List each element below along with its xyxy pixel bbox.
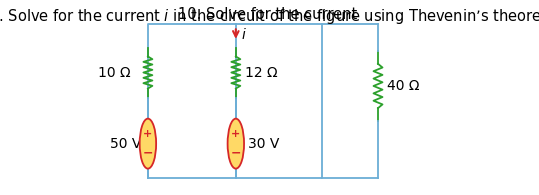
- Text: 30 V: 30 V: [248, 137, 279, 151]
- Text: +: +: [231, 129, 240, 139]
- Ellipse shape: [140, 119, 156, 169]
- Text: 12 Ω: 12 Ω: [245, 66, 278, 80]
- Text: 10. Solve for the current $i$ in the circuit of the figure using Thevenin’s theo: 10. Solve for the current $i$ in the cir…: [0, 7, 539, 26]
- Text: −: −: [143, 147, 153, 160]
- Text: 50 V: 50 V: [110, 137, 141, 151]
- Text: $i$: $i$: [241, 27, 247, 42]
- Text: +: +: [143, 129, 153, 139]
- Text: 10. Solve for the current: 10. Solve for the current: [177, 7, 362, 22]
- Text: 40 Ω: 40 Ω: [388, 79, 420, 93]
- Text: −: −: [231, 147, 241, 160]
- Text: 10 Ω: 10 Ω: [99, 66, 131, 80]
- Ellipse shape: [227, 119, 244, 169]
